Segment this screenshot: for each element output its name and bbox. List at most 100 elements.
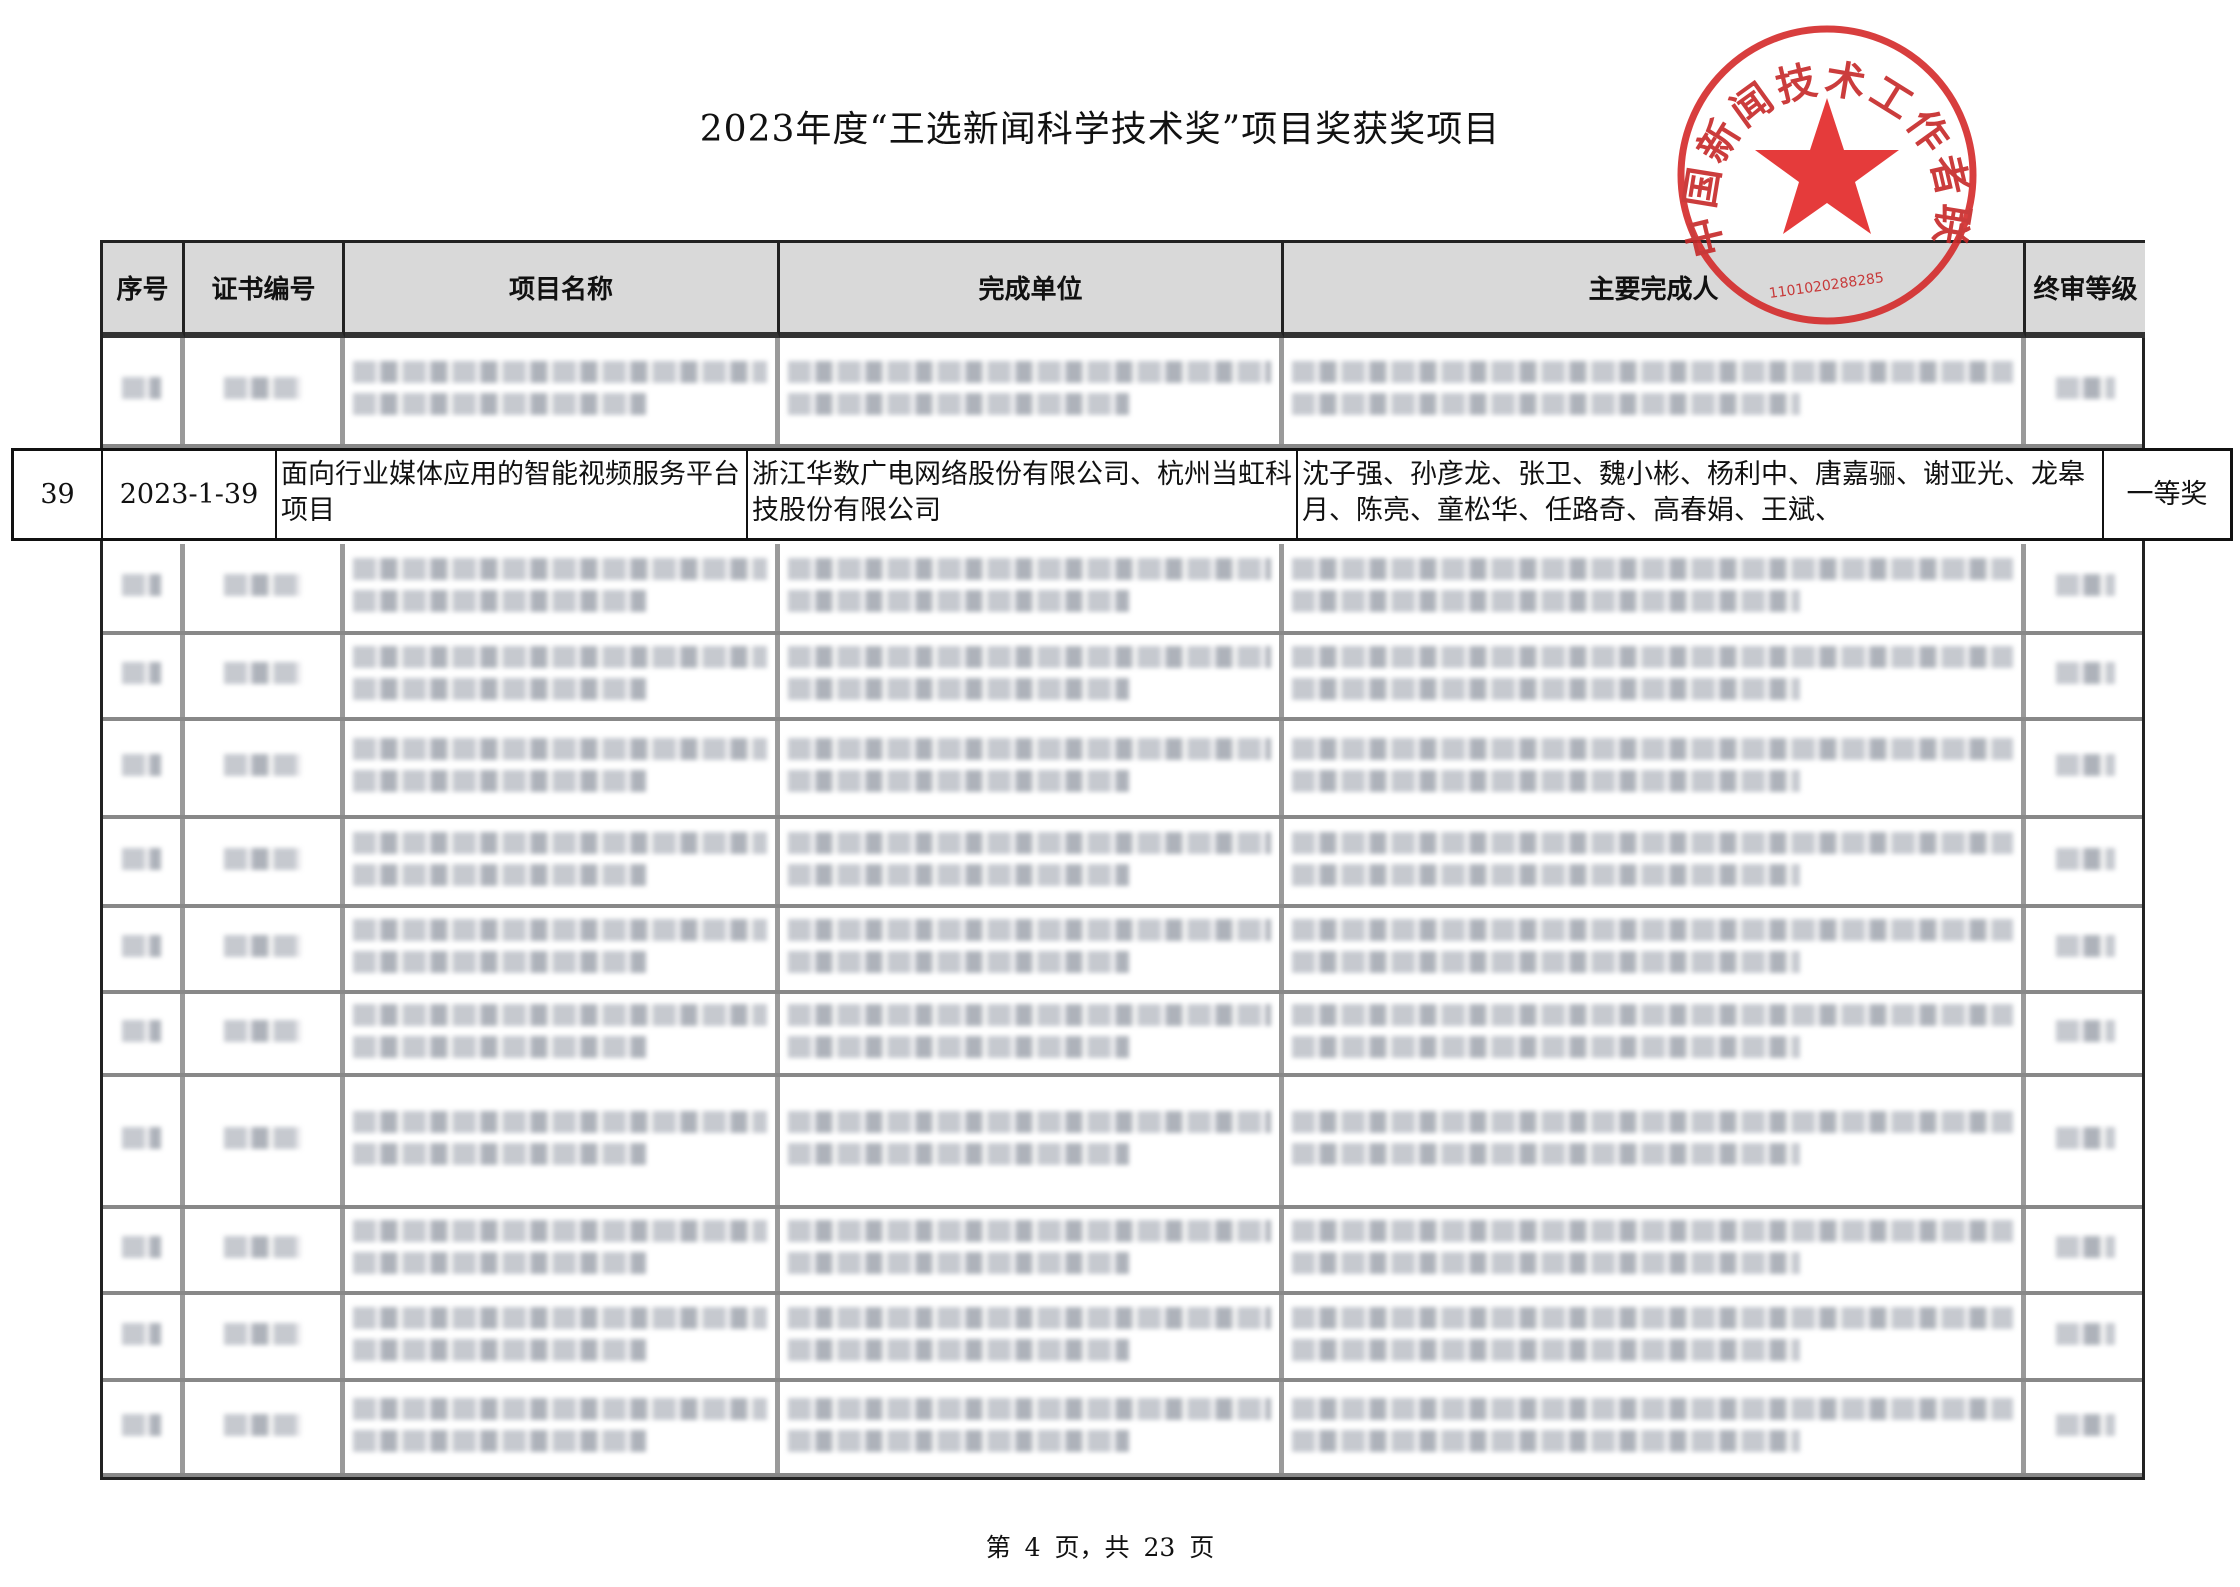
blurred-text [1292,557,2013,580]
blurred-text [122,573,161,596]
blurred-text [122,662,161,684]
redacted-cell [185,1209,345,1291]
redacted-cell [103,1382,185,1473]
redacted-cell [2026,635,2145,717]
table-row-redacted [103,544,2142,635]
official-seal-stamp: 中国新闻技术工作者联合会 1101020288285 [1672,20,1977,325]
table-row-redacted [103,338,2142,448]
redacted-cell [345,819,780,904]
column-header: 终审等级 [2026,243,2145,338]
blurred-text [788,1252,1130,1274]
blurred-text [788,1220,1271,1242]
redacted-cell [1284,635,2026,717]
redacted-cell [2026,721,2145,815]
blurred-text [2055,1019,2116,1042]
redacted-cell [345,908,780,990]
redacted-cell [2026,544,2145,631]
blurred-text [353,1306,767,1329]
blurred-text [1292,1003,2013,1026]
redacted-cell [1284,721,2026,815]
redacted-cell [780,721,1284,815]
blurred-text [2055,377,2116,399]
redacted-cell [2026,1209,2145,1291]
blurred-text [1292,770,1800,792]
blurred-text [353,1143,646,1165]
blurred-text [223,662,302,684]
blurred-text [353,951,646,973]
blurred-text [353,1429,646,1452]
column-header: 项目名称 [345,243,780,338]
redacted-cell [1284,1209,2026,1291]
blurred-text [2055,847,2116,870]
blurred-text [353,589,646,612]
blurred-text [788,738,1271,760]
redacted-cell [1284,1077,2026,1205]
redacted-cell [2026,1077,2145,1205]
redacted-cell [2026,994,2145,1073]
redacted-cell [2026,1382,2145,1473]
redacted-cell [103,544,185,631]
redacted-cell [780,544,1284,631]
blurred-text [788,678,1130,700]
blurred-text [788,919,1271,941]
redacted-cell [103,1295,185,1378]
redacted-cell [2026,819,2145,904]
blurred-text [1292,738,2013,760]
blurred-text [2055,1236,2116,1258]
redacted-cell [2026,908,2145,990]
seq-cell: 39 [14,451,103,538]
project-name-cell: 面向行业媒体应用的智能视频服务平台项目 [277,451,748,538]
blurred-text [223,847,302,870]
redacted-cell [185,721,345,815]
blurred-text [788,770,1130,792]
blurred-text [788,1429,1130,1452]
star-icon [1755,98,1899,234]
blurred-text [122,754,161,776]
redacted-cell [345,994,780,1073]
blurred-text [788,951,1130,973]
blurred-text [788,557,1271,580]
blurred-text [353,361,767,383]
blurred-text [1292,1143,1800,1165]
blurred-text [353,393,646,415]
table-row-redacted [103,1077,2142,1209]
blurred-text [788,1306,1271,1329]
redacted-cell [1284,994,2026,1073]
redacted-cell [345,544,780,631]
redacted-cell [103,721,185,815]
blurred-text [788,1111,1271,1133]
redacted-cell [103,819,185,904]
blurred-text [2055,573,2116,596]
redacted-cell [185,338,345,444]
blurred-text [2055,1127,2116,1149]
blurred-text [122,1413,161,1436]
blurred-text [1292,1220,2013,1242]
blurred-text [1292,361,2013,383]
blurred-text [1292,1306,2013,1329]
blurred-text [223,1236,302,1258]
blurred-text [353,1220,767,1242]
redacted-cell [345,338,780,444]
blurred-text [353,919,767,941]
blurred-text [1292,951,1800,973]
redacted-cell [1284,338,2026,444]
blurred-text [353,1252,646,1274]
column-header: 证书编号 [185,243,345,338]
redacted-cell [185,1295,345,1378]
blurred-text [122,847,161,870]
blurred-text [353,557,767,580]
redacted-cell [185,1382,345,1473]
blurred-text [1292,1429,1800,1452]
blurred-text [1292,863,1800,886]
blurred-text [122,1019,161,1042]
units-cell: 浙江华数广电网络股份有限公司、杭州当虹科技股份有限公司 [748,451,1298,538]
blurred-text [353,646,767,668]
blurred-text [353,831,767,854]
blurred-text [353,770,646,792]
blurred-text [223,1322,302,1345]
blurred-text [1292,1035,1800,1058]
blurred-text [353,1035,646,1058]
redacted-cell [780,1295,1284,1378]
blurred-text [2055,662,2116,684]
redacted-cell [1284,544,2026,631]
